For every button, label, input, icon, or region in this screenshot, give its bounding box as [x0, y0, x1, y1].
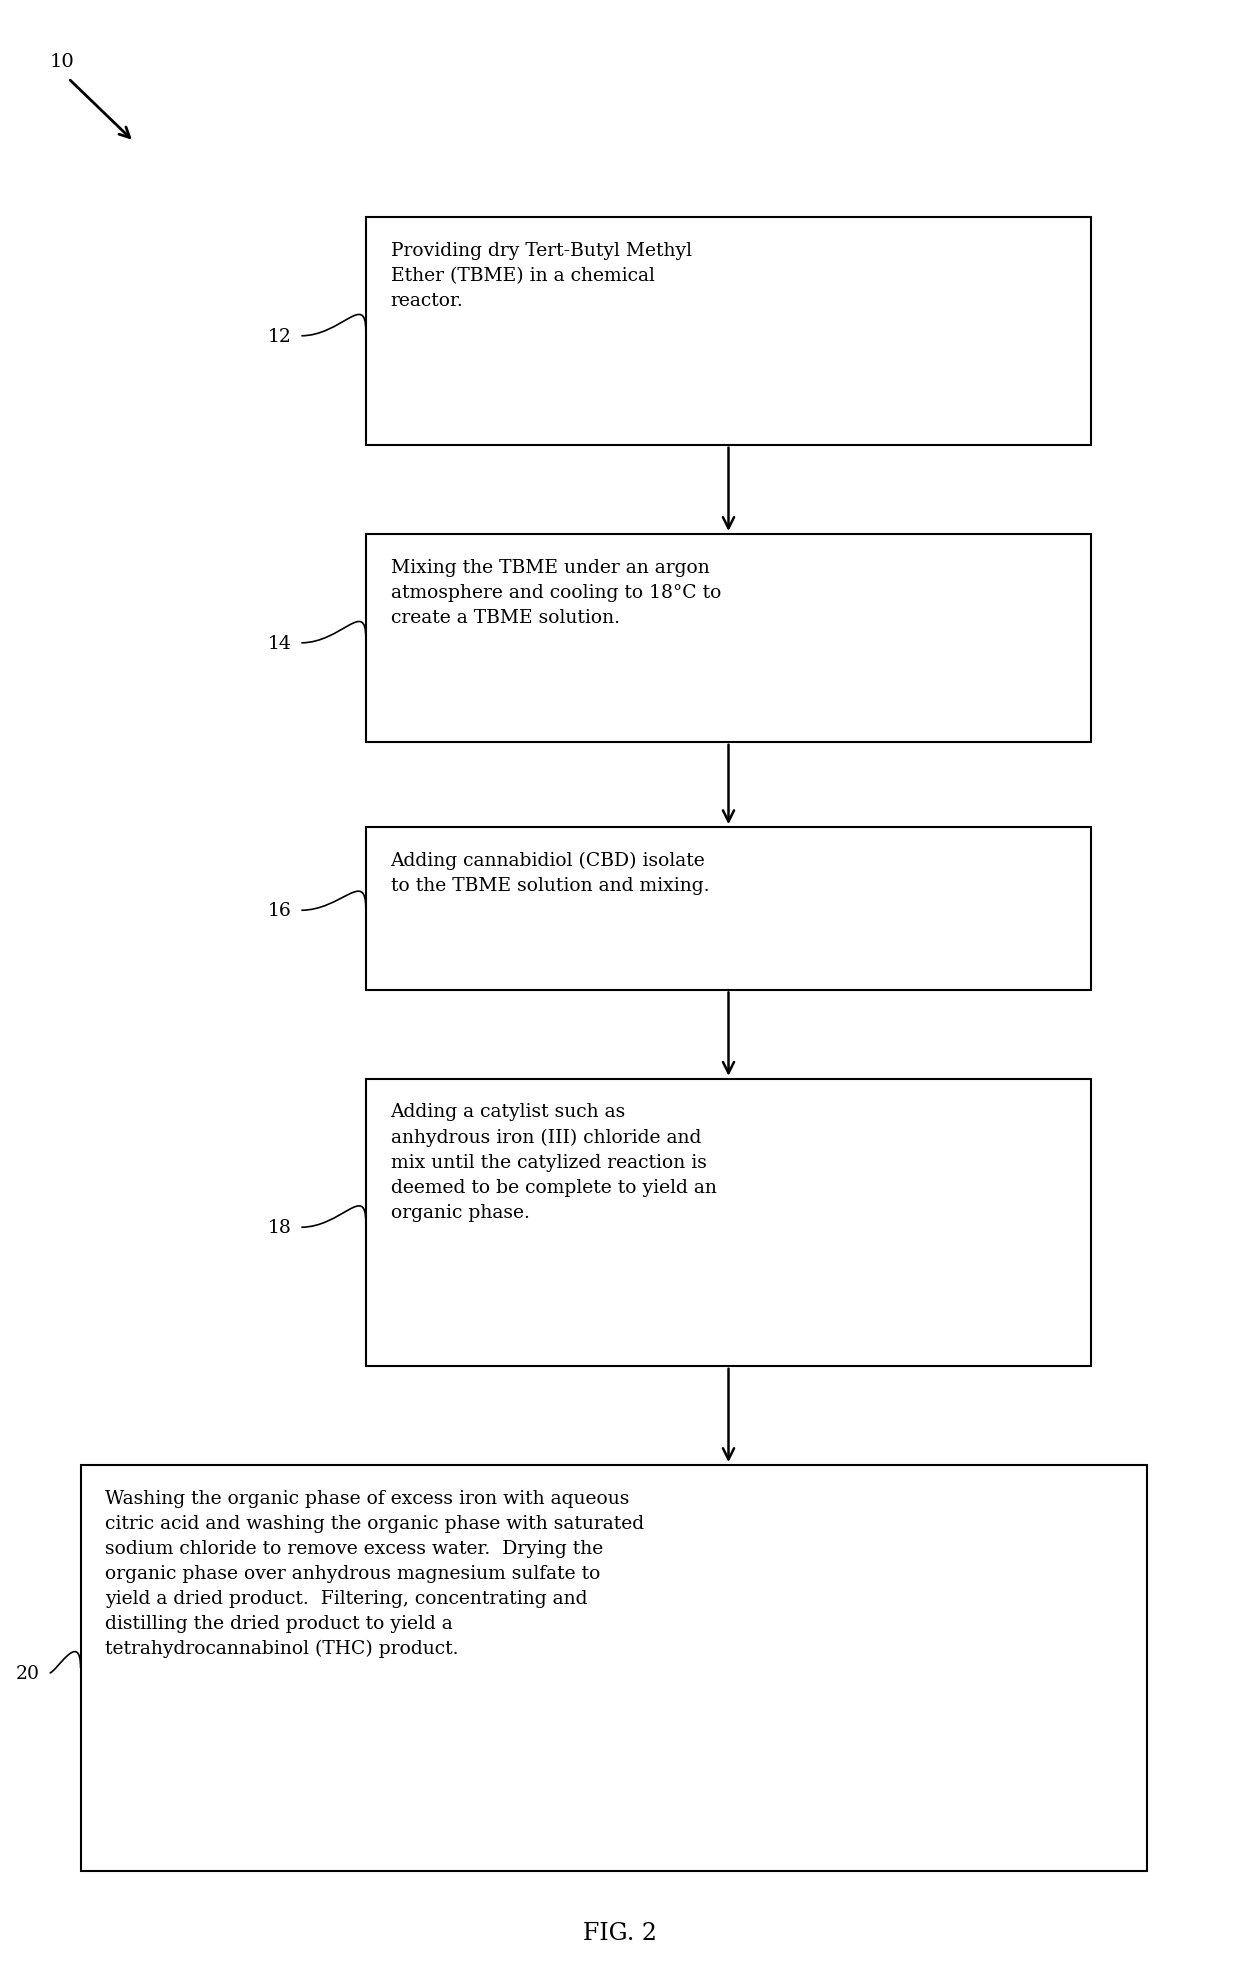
Bar — [366, 535, 1091, 742]
Text: 18: 18 — [268, 1218, 291, 1238]
Text: 10: 10 — [50, 53, 74, 71]
Text: FIG. 2: FIG. 2 — [583, 1921, 657, 1944]
Text: Providing dry Tert-Butyl Methyl
Ether (TBME) in a chemical
reactor.: Providing dry Tert-Butyl Methyl Ether (T… — [391, 242, 692, 309]
Text: 12: 12 — [268, 327, 291, 346]
Bar — [366, 1079, 1091, 1366]
Text: 14: 14 — [268, 634, 291, 653]
Text: Adding a catylist such as
anhydrous iron (III) chloride and
mix until the catyli: Adding a catylist such as anhydrous iron… — [391, 1103, 717, 1222]
Bar — [81, 1465, 1147, 1871]
Text: 20: 20 — [16, 1663, 40, 1683]
Text: 16: 16 — [268, 901, 291, 921]
Text: Adding cannabidiol (CBD) isolate
to the TBME solution and mixing.: Adding cannabidiol (CBD) isolate to the … — [391, 851, 709, 895]
Text: Washing the organic phase of excess iron with aqueous
citric acid and washing th: Washing the organic phase of excess iron… — [105, 1489, 645, 1657]
Bar — [366, 218, 1091, 446]
Bar — [366, 828, 1091, 990]
Text: Mixing the TBME under an argon
atmosphere and cooling to 18°C to
create a TBME s: Mixing the TBME under an argon atmospher… — [391, 558, 720, 626]
